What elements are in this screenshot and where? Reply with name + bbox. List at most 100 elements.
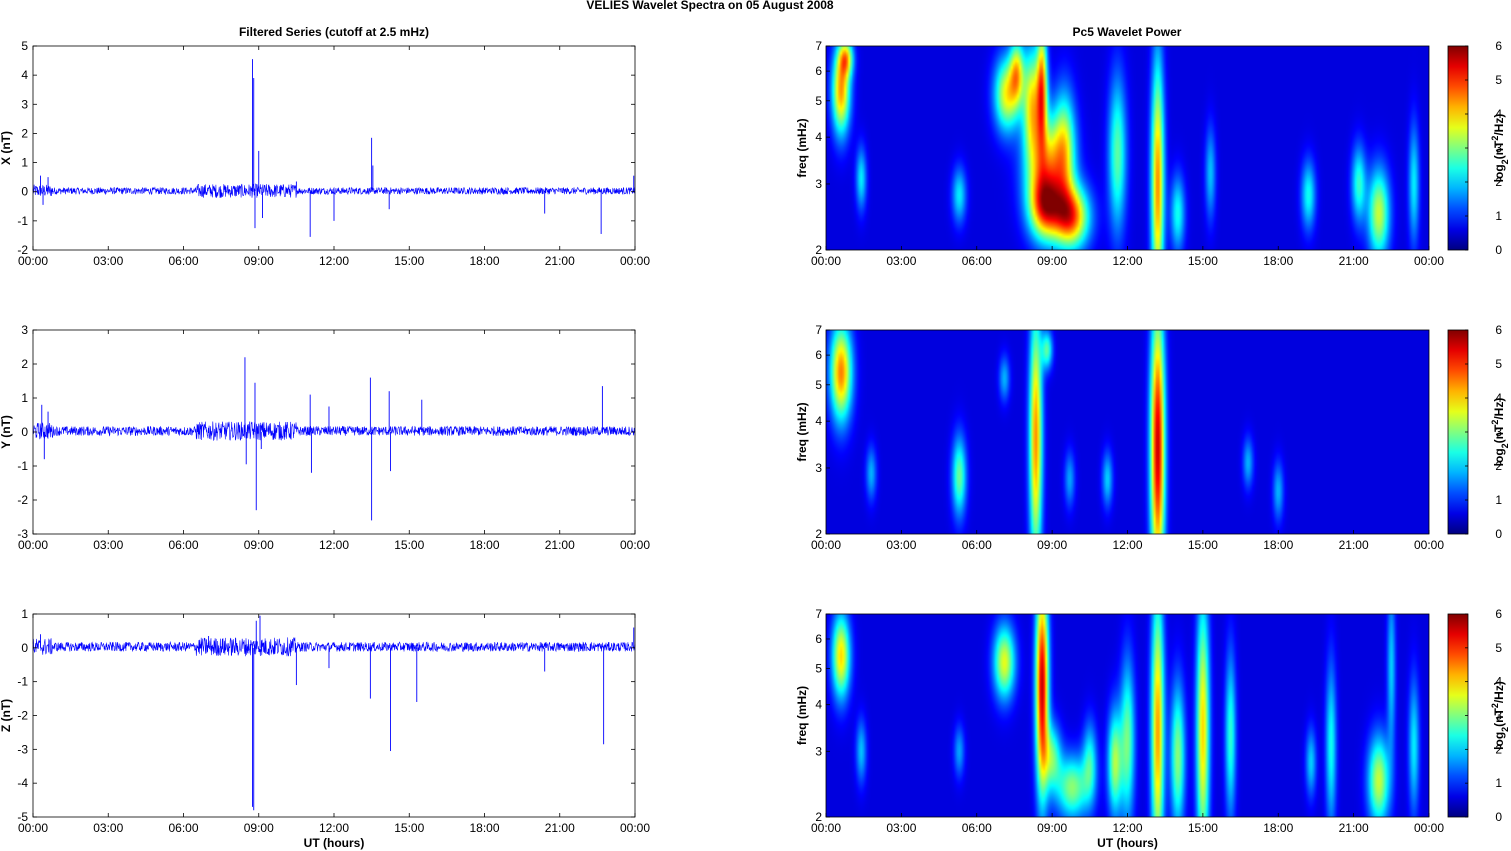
wp3-heatmap-image [826, 614, 1429, 817]
ts1-xtick-label-2: 06:00 [168, 254, 198, 268]
wp1-xtick-label-1: 03:00 [886, 254, 916, 268]
ts2-xtick-label-6: 18:00 [469, 538, 499, 552]
ts3-xtick-label-2: 06:00 [168, 821, 198, 835]
ts3-xtick-label-3: 09:00 [244, 821, 274, 835]
wp2-xtick-label-1: 03:00 [886, 538, 916, 552]
wp1-xtick-label-3: 09:00 [1037, 254, 1067, 268]
wp1-ylabel: freq (mHz) [795, 118, 809, 177]
ts2-ytick-label-2: 1 [21, 391, 28, 405]
ts2-ylabel: Y (nT) [0, 415, 13, 449]
wp2-colorbar-tick-label-6: 0 [1495, 527, 1502, 541]
ts2-noise-trace [32, 421, 636, 442]
wp3-colorbar-tick-label-3: 3 [1495, 709, 1502, 723]
wp2-colorbar-tick-label-3: 3 [1495, 425, 1502, 439]
right-xlabel: UT (hours) [1097, 836, 1158, 850]
wp3-xtick-label-7: 21:00 [1339, 821, 1369, 835]
wp1-colorbar-tick-label-4: 2 [1495, 175, 1502, 189]
ts1-noise-trace [32, 183, 636, 198]
wp1-xtick-label-2: 06:00 [962, 254, 992, 268]
wp3-colorbar-tick-label-1: 5 [1495, 641, 1502, 655]
ts2-xtick-label-1: 03:00 [93, 538, 123, 552]
ts2-xtick-label-8: 00:00 [620, 538, 650, 552]
wp1-ytick-label-3: 4 [815, 130, 822, 144]
ts3-xtick-label-5: 15:00 [394, 821, 424, 835]
left-column-title: Filtered Series (cutoff at 2.5 mHz) [239, 25, 429, 39]
ts1-ytick-label-6: -1 [17, 214, 28, 228]
ts3-ytick-label-5: -4 [17, 776, 28, 790]
wp3-colorbar-tick-label-4: 2 [1495, 742, 1502, 756]
wp3-xtick-label-0: 00:00 [811, 821, 841, 835]
wp3-xtick-label-6: 18:00 [1263, 821, 1293, 835]
wp1-xtick-label-0: 00:00 [811, 254, 841, 268]
ts2-plot-frame [32, 329, 636, 535]
wp3-ytick-label-3: 4 [815, 698, 822, 712]
wp2-colorbar-tick-label-5: 1 [1495, 493, 1502, 507]
wp1-colorbar-tick-label-0: 6 [1495, 39, 1502, 53]
wp2-xtick-label-2: 06:00 [962, 538, 992, 552]
wp3-xtick-label-2: 06:00 [962, 821, 992, 835]
ts2-xtick-label-2: 06:00 [168, 538, 198, 552]
ts2-ytick-label-1: 2 [21, 357, 28, 371]
ts3-xtick-label-8: 00:00 [620, 821, 650, 835]
wp1-colorbar-tick-label-2: 4 [1495, 107, 1502, 121]
wp1-colorbar-tick-label-5: 1 [1495, 209, 1502, 223]
wp1-colorbar-tick-label-1: 5 [1495, 73, 1502, 87]
wp2-heatmap-image [826, 330, 1429, 534]
wp3-xtick-label-8: 00:00 [1414, 821, 1444, 835]
wp1-xtick-label-6: 18:00 [1263, 254, 1293, 268]
wp3-ylabel: freq (mHz) [795, 686, 809, 745]
wp2-xtick-label-4: 12:00 [1112, 538, 1142, 552]
wp3-ytick-label-1: 6 [815, 632, 822, 646]
ts1-ytick-label-7: -2 [17, 243, 28, 257]
ts1-xtick-label-4: 12:00 [319, 254, 349, 268]
ts2-ytick-label-5: -2 [17, 493, 28, 507]
ts3-ytick-label-4: -3 [17, 742, 28, 756]
wp2-xtick-label-8: 00:00 [1414, 538, 1444, 552]
ts3-noise-trace [32, 637, 636, 657]
ts3-xtick-label-6: 18:00 [469, 821, 499, 835]
wp1-ytick-label-5: 2 [815, 243, 822, 257]
ts2-xtick-label-0: 00:00 [18, 538, 48, 552]
wp1-xtick-label-4: 12:00 [1112, 254, 1142, 268]
ts2-xtick-label-7: 21:00 [545, 538, 575, 552]
wp2-colorbar-tick-label-2: 4 [1495, 391, 1502, 405]
wp1-ytick-label-2: 5 [815, 94, 822, 108]
ts1-xtick-label-6: 18:00 [469, 254, 499, 268]
wp3-colorbar-tick-label-5: 1 [1495, 776, 1502, 790]
ts2-xtick-label-3: 09:00 [244, 538, 274, 552]
wp2-colorbar-tick-label-0: 6 [1495, 323, 1502, 337]
ts2-xtick-label-5: 15:00 [394, 538, 424, 552]
wp1-colorbar-tick-label-3: 3 [1495, 141, 1502, 155]
ts1-xtick-label-3: 09:00 [244, 254, 274, 268]
left-xlabel: UT (hours) [304, 836, 365, 850]
ts3-ytick-label-2: -1 [17, 675, 28, 689]
wp1-ytick-label-1: 6 [815, 64, 822, 78]
ts1-ylabel: X (nT) [0, 131, 13, 165]
ts3-xtick-label-7: 21:00 [545, 821, 575, 835]
wp3-ytick-label-2: 5 [815, 662, 822, 676]
ts2-ytick-label-4: -1 [17, 459, 28, 473]
ts1-xtick-label-5: 15:00 [394, 254, 424, 268]
ts1-xtick-label-1: 03:00 [93, 254, 123, 268]
wp2-colorbar-label: log2(nT2/Hz) [1490, 398, 1510, 467]
wp3-colorbar-tick-label-6: 0 [1495, 810, 1502, 824]
ts2-ytick-label-6: -3 [17, 527, 28, 541]
wp3-colorbar-tick-label-2: 4 [1495, 675, 1502, 689]
ts1-xtick-label-0: 00:00 [18, 254, 48, 268]
ts1-ytick-label-4: 1 [21, 156, 28, 170]
wp2-xtick-label-7: 21:00 [1339, 538, 1369, 552]
wp3-ytick-label-0: 7 [815, 607, 822, 621]
wp2-xtick-label-3: 09:00 [1037, 538, 1067, 552]
ts3-xtick-label-4: 12:00 [319, 821, 349, 835]
ts3-ylabel: Z (nT) [0, 699, 13, 732]
wp2-ytick-label-4: 3 [815, 461, 822, 475]
right-column-title: Pc5 Wavelet Power [1073, 25, 1182, 39]
wp1-xtick-label-7: 21:00 [1339, 254, 1369, 268]
wp2-ytick-label-2: 5 [815, 378, 822, 392]
ts2-xtick-label-4: 12:00 [319, 538, 349, 552]
wp3-colorbar-label: log2(nT2/Hz) [1490, 681, 1510, 750]
wp3-xtick-label-1: 03:00 [886, 821, 916, 835]
wp2-ytick-label-1: 6 [815, 348, 822, 362]
wp2-ytick-label-5: 2 [815, 527, 822, 541]
